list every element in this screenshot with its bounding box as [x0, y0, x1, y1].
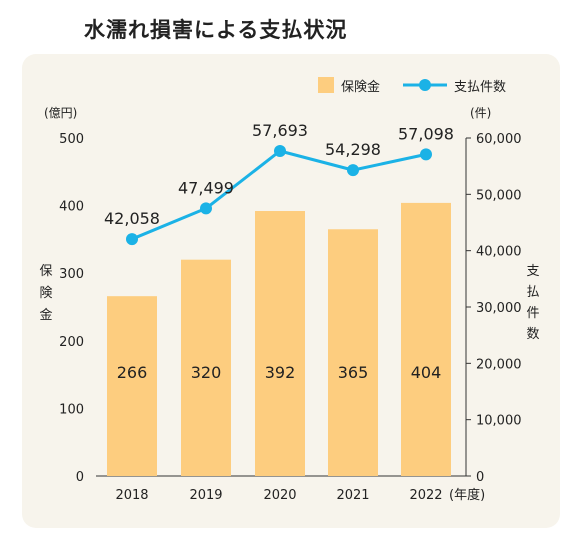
legend-swatch-marker	[419, 79, 431, 91]
line-point	[347, 164, 359, 177]
left-tick-label: 300	[59, 267, 84, 282]
right-tick-label: 10,000	[476, 414, 522, 429]
axis-label-char: 支	[526, 264, 539, 279]
right-axis-ticks: 0 10,000 20,000 30,000 40,000 50,000 60,000	[466, 132, 522, 485]
axis-label-char: 件	[526, 306, 539, 321]
bar	[107, 296, 157, 476]
legend-swatch-bar	[318, 77, 334, 93]
axis-label-char: 払	[526, 285, 539, 300]
axis-label-char: 険	[39, 286, 52, 301]
line-series	[126, 144, 432, 246]
left-axis-ticks: 0 100 200 300 400 500	[59, 132, 84, 485]
bar	[328, 229, 378, 476]
bar	[255, 211, 305, 476]
left-axis-unit: (億円)	[44, 106, 77, 120]
x-tick-label: 2019	[189, 488, 222, 503]
line-value-label: 57,098	[398, 124, 454, 143]
line-value-label: 57,693	[252, 121, 308, 140]
line-point	[420, 148, 432, 161]
x-axis-ticks: 2018 2019 2020 2021 2022	[115, 488, 442, 503]
bar-value-labels: 266 320 392 365 404	[117, 363, 442, 382]
bar-value-label: 365	[338, 363, 369, 382]
x-tick-label: 2020	[263, 488, 296, 503]
line-value-labels: 42,058 47,499 57,693 54,298 57,098	[104, 121, 454, 228]
legend-label-bar: 保険金	[341, 79, 380, 95]
right-tick-label: 50,000	[476, 188, 522, 203]
left-tick-label: 500	[59, 132, 84, 147]
line-point	[274, 144, 286, 157]
bar-value-label: 392	[265, 363, 296, 382]
left-tick-label: 400	[59, 200, 84, 215]
axis-label-char: 金	[39, 307, 52, 323]
x-tick-label: 2018	[115, 488, 148, 503]
right-tick-label: 0	[476, 470, 484, 485]
line-value-label: 47,499	[178, 178, 234, 197]
right-axis-label: 支払件数	[526, 264, 539, 342]
chart-title: 水濡れ損害による支払状況	[84, 18, 348, 42]
bar	[401, 202, 451, 476]
line-value-label: 42,058	[104, 209, 160, 228]
x-tick-label: 2021	[336, 488, 369, 503]
right-tick-label: 20,000	[476, 357, 522, 372]
bar	[181, 259, 231, 476]
left-tick-label: 200	[59, 335, 84, 350]
right-tick-label: 30,000	[476, 301, 522, 316]
bar-value-label: 404	[411, 363, 442, 382]
line-value-label: 54,298	[325, 140, 381, 159]
line-point	[200, 202, 212, 215]
left-axis-label: 保険金	[39, 264, 52, 323]
left-tick-label: 0	[76, 470, 84, 485]
legend: 保険金 支払件数	[318, 77, 506, 95]
bar-value-label: 266	[117, 363, 148, 382]
left-tick-label: 100	[59, 402, 84, 417]
bar-series	[107, 202, 451, 476]
legend-label-line: 支払件数	[454, 80, 506, 95]
x-axis-unit: (年度)	[449, 487, 485, 503]
line-point	[126, 233, 138, 246]
axis-label-char: 保	[39, 264, 52, 279]
right-tick-label: 40,000	[476, 245, 522, 260]
axis-label-char: 数	[526, 327, 539, 342]
bar-value-label: 320	[191, 363, 222, 382]
x-tick-label: 2022	[409, 488, 442, 503]
right-tick-label: 60,000	[476, 132, 522, 147]
right-axis-unit: (件)	[470, 106, 491, 120]
